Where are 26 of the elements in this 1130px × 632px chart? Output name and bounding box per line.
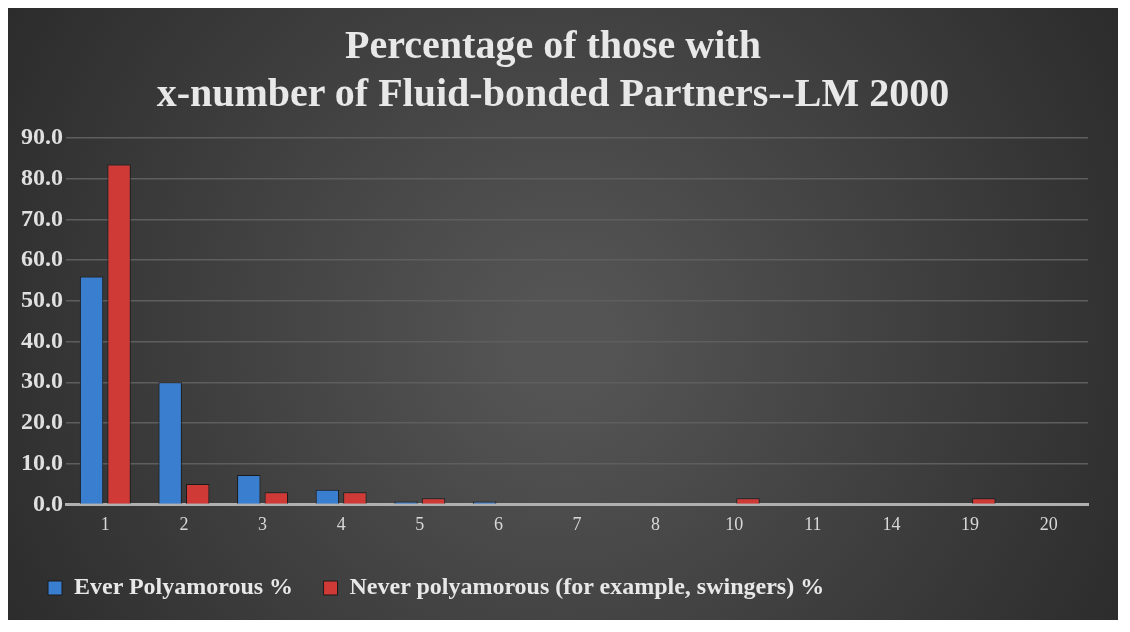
y-tick-label: 60.0 bbox=[21, 245, 63, 272]
x-tick-label: 7 bbox=[572, 513, 582, 534]
x-tick-label: 3 bbox=[258, 513, 268, 534]
y-tick-label: 40.0 bbox=[21, 326, 63, 353]
y-tick-label: 80.0 bbox=[21, 163, 63, 190]
x-tick-label: 5 bbox=[415, 513, 425, 534]
x-tick-label: 8 bbox=[651, 513, 661, 534]
y-tick-label: 90.0 bbox=[21, 123, 63, 150]
legend-label: Never polyamorous (for example, swingers) % bbox=[349, 573, 825, 600]
y-tick-label: 30.0 bbox=[21, 367, 63, 394]
y-tick-label: 70.0 bbox=[21, 204, 63, 231]
x-tick-label: 10 bbox=[725, 513, 744, 534]
x-tick-label: 6 bbox=[493, 513, 503, 534]
y-tick-label: 50.0 bbox=[21, 286, 63, 313]
x-tick-label: 2 bbox=[179, 513, 189, 534]
x-tick-label: 14 bbox=[882, 513, 901, 534]
x-tick-label: 1 bbox=[100, 513, 110, 534]
x-tick-label: 4 bbox=[336, 513, 346, 534]
legend-label: Ever Polyamorous % bbox=[74, 573, 294, 600]
y-tick-label: 10.0 bbox=[21, 448, 63, 475]
chart-title: Percentage of those with x-number of Fluid-bonded Partners--LM 2000 bbox=[156, 22, 950, 116]
y-tick-label: 0.0 bbox=[33, 489, 63, 516]
x-tick-label: 19 bbox=[961, 513, 980, 534]
x-tick-label: 11 bbox=[804, 513, 822, 534]
y-tick-label: 20.0 bbox=[21, 408, 63, 435]
x-tick-label: 20 bbox=[1039, 513, 1058, 534]
